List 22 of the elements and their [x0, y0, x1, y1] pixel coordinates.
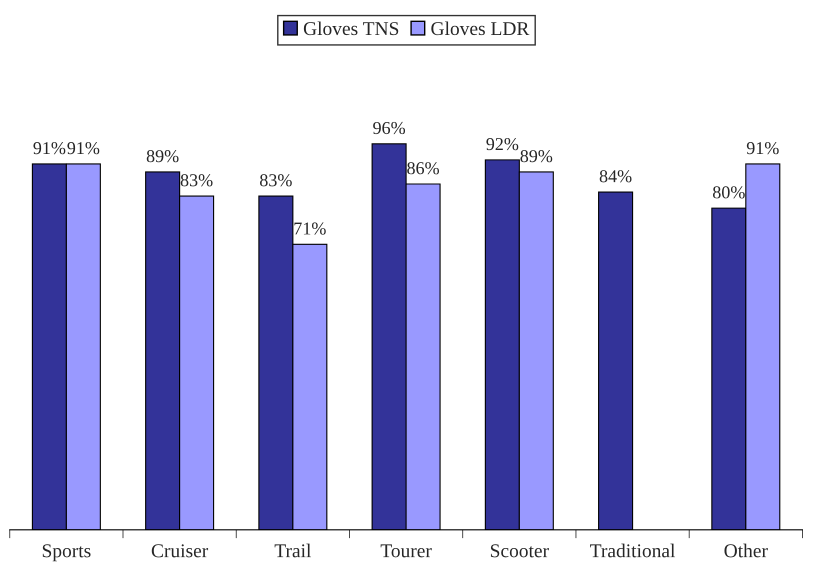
- x-tick-label: Traditional: [590, 544, 676, 558]
- x-tick-label: Scooter: [490, 544, 549, 558]
- x-tick-label: Other: [724, 544, 768, 558]
- data-label: 89%: [520, 150, 552, 162]
- data-label: 83%: [180, 174, 213, 186]
- data-label: 91%: [746, 142, 779, 154]
- data-label: 96%: [373, 122, 406, 134]
- data-label: 83%: [260, 174, 292, 186]
- data-label: 71%: [294, 222, 326, 235]
- x-tick-label: Tourer: [380, 544, 432, 558]
- data-label: 91%: [67, 142, 100, 154]
- data-label: 86%: [407, 162, 440, 174]
- x-tick-label: Cruiser: [152, 544, 208, 558]
- legend-label: Gloves TNS: [304, 21, 398, 36]
- data-label: 92%: [486, 138, 518, 150]
- data-label: 80%: [712, 186, 745, 198]
- x-tick-label: Sports: [42, 544, 91, 562]
- data-label: 91%: [33, 142, 66, 154]
- legend-label: Gloves LDR: [431, 21, 530, 36]
- data-label: 84%: [600, 170, 632, 182]
- x-tick-label: Trail: [274, 544, 312, 558]
- data-label: 89%: [146, 150, 179, 162]
